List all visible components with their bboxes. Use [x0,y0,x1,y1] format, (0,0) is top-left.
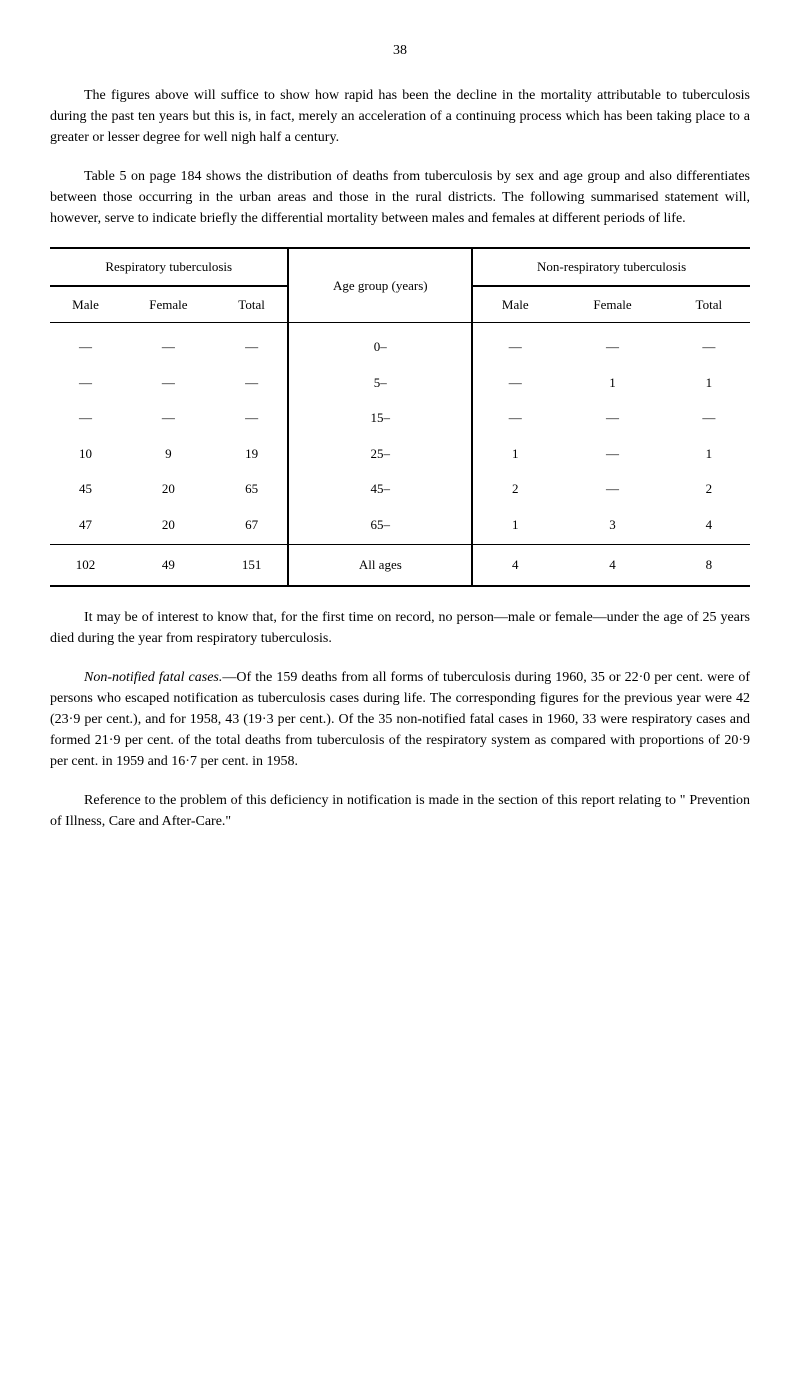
cell: 65 [216,471,289,507]
cell: — [216,365,289,401]
cell-age: 65– [288,507,472,545]
cell: 47 [50,507,121,545]
cell: — [50,400,121,436]
cell: — [216,400,289,436]
cell-age: 5– [288,365,472,401]
cell: — [668,400,750,436]
cell: — [50,365,121,401]
header-non-respiratory: Non-respiratory tuberculosis [472,248,750,286]
cell: 4 [668,507,750,545]
cell: 20 [121,471,216,507]
paragraph-5: Reference to the problem of this deficie… [50,790,750,832]
header-n-total: Total [668,286,750,323]
cell-age: 15– [288,400,472,436]
cell: — [216,323,289,365]
cell: 67 [216,507,289,545]
paragraph-1: The figures above will suffice to show h… [50,85,750,148]
cell: — [557,323,667,365]
cell: 1 [668,436,750,472]
mortality-table: Respiratory tuberculosis Age group (year… [50,247,750,587]
cell: 1 [557,365,667,401]
paragraph-4: Non-notified fatal cases.—Of the 159 dea… [50,667,750,772]
header-r-female: Female [121,286,216,323]
cell-total: 8 [668,545,750,586]
cell: 1 [472,436,557,472]
header-n-male: Male [472,286,557,323]
header-respiratory: Respiratory tuberculosis [50,248,288,286]
header-n-female: Female [557,286,667,323]
cell-age: 25– [288,436,472,472]
cell: — [668,323,750,365]
cell: 3 [557,507,667,545]
cell: 20 [121,507,216,545]
cell: 19 [216,436,289,472]
table-row: — — — 5– — 1 1 [50,365,750,401]
table-row: — — — 15– — — — [50,400,750,436]
cell: — [121,365,216,401]
table-row: 45 20 65 45– 2 — 2 [50,471,750,507]
cell: — [472,365,557,401]
cell: — [557,400,667,436]
cell: 2 [472,471,557,507]
table-row: 10 9 19 25– 1 — 1 [50,436,750,472]
header-age: Age group (years) [288,248,472,323]
cell: — [472,400,557,436]
cell: — [472,323,557,365]
cell-total: 4 [557,545,667,586]
table-total-row: 102 49 151 All ages 4 4 8 [50,545,750,586]
cell-total-age: All ages [288,545,472,586]
page-number: 38 [50,40,750,61]
paragraph-3: It may be of interest to know that, for … [50,607,750,649]
table-row: — — — 0– — — — [50,323,750,365]
cell: 10 [50,436,121,472]
cell-total: 102 [50,545,121,586]
cell: — [50,323,121,365]
paragraph-4-prefix: Non-notified fatal cases. [84,670,222,685]
cell-total: 4 [472,545,557,586]
cell: 1 [472,507,557,545]
cell-total: 49 [121,545,216,586]
cell-age: 45– [288,471,472,507]
cell: — [557,436,667,472]
table-row: 47 20 67 65– 1 3 4 [50,507,750,545]
cell: 9 [121,436,216,472]
cell: — [121,323,216,365]
header-r-male: Male [50,286,121,323]
cell-total: 151 [216,545,289,586]
cell: 1 [668,365,750,401]
cell: 45 [50,471,121,507]
cell-age: 0– [288,323,472,365]
header-r-total: Total [216,286,289,323]
cell: 2 [668,471,750,507]
cell: — [121,400,216,436]
cell: — [557,471,667,507]
paragraph-2: Table 5 on page 184 shows the distributi… [50,166,750,229]
